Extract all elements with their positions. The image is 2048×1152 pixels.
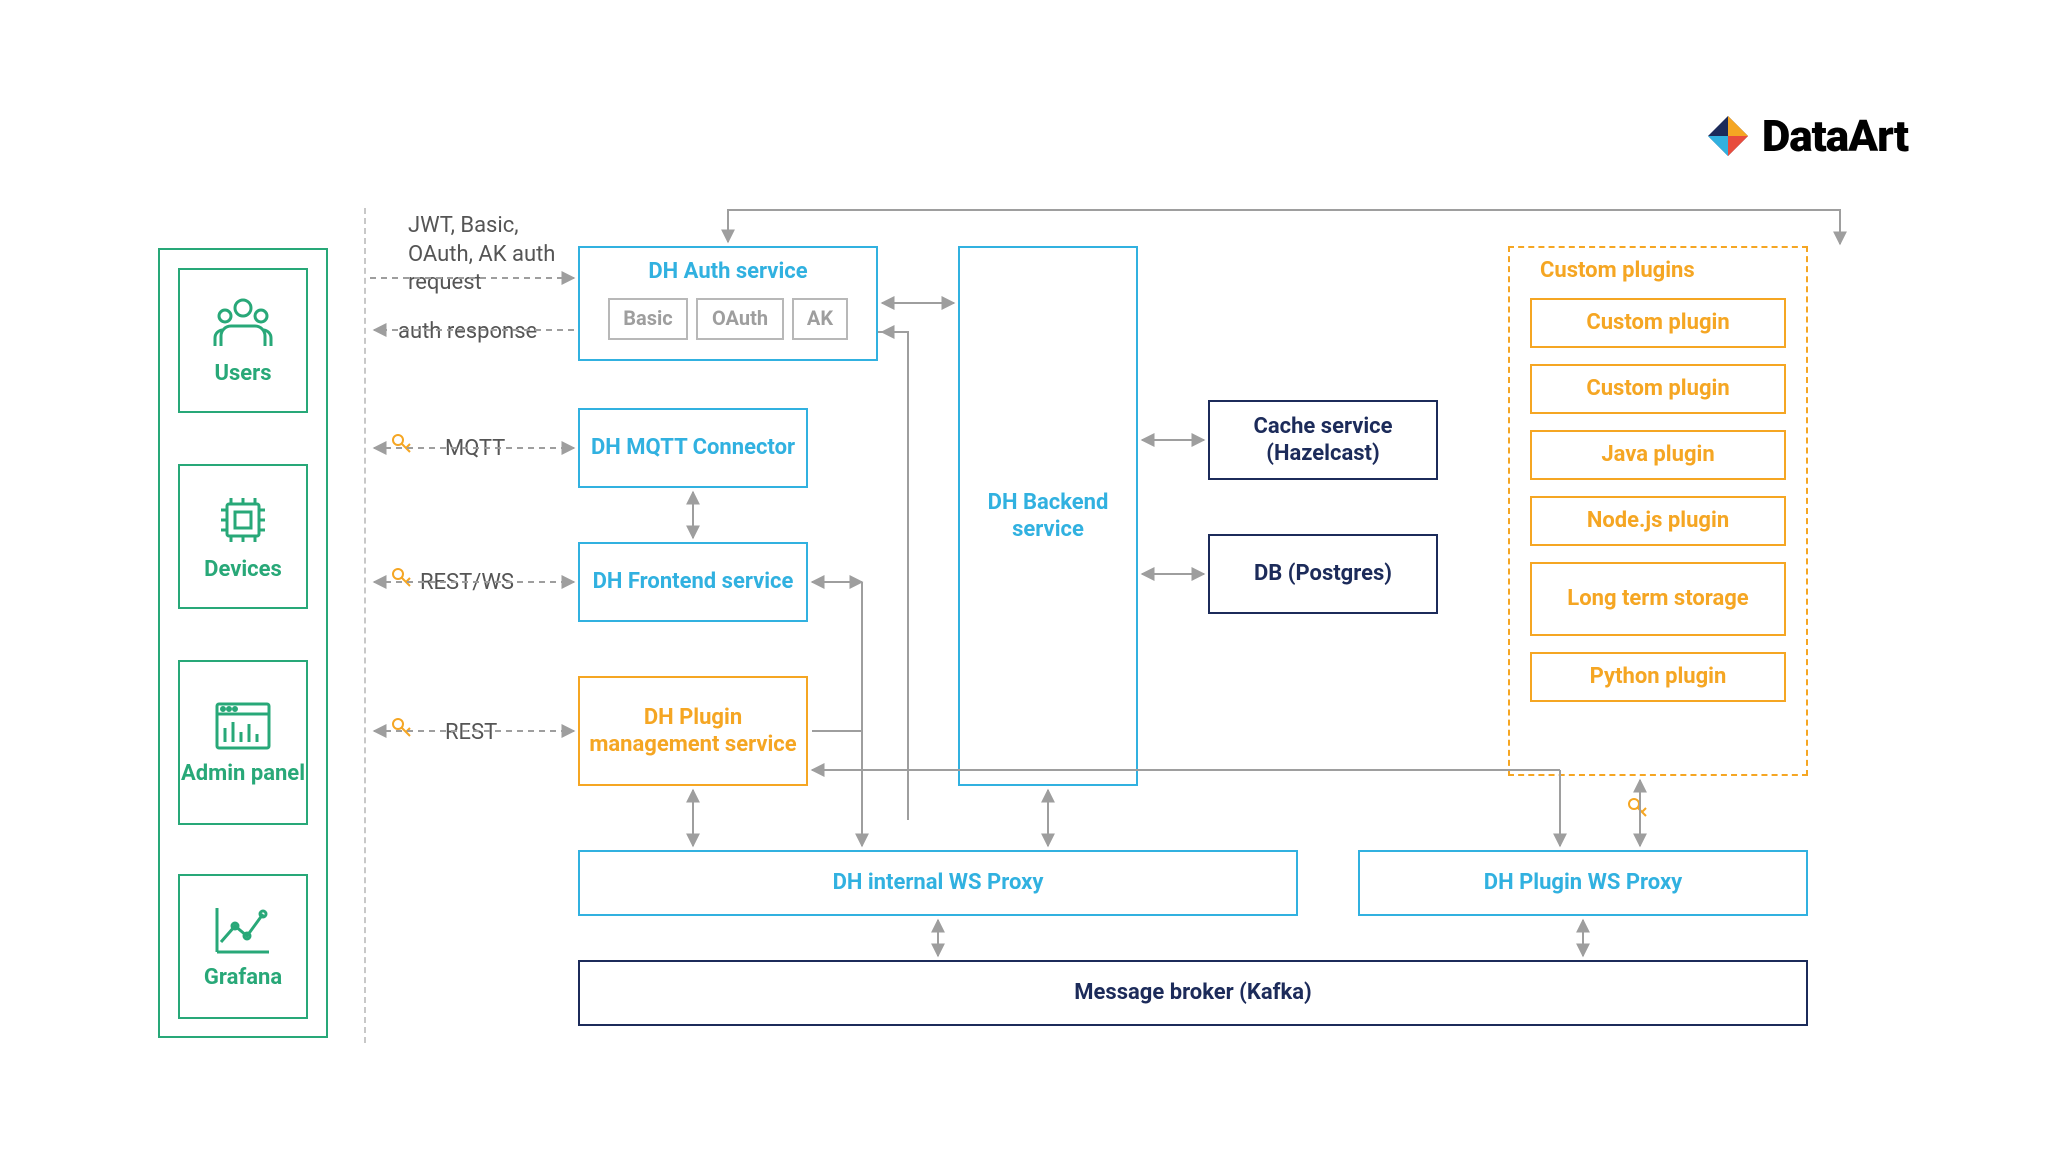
chart-icon: [211, 902, 275, 958]
plugins-title: Custom plugins: [1540, 258, 1695, 283]
auth-request-label: JWT, Basic, OAuth, AK auth request: [408, 212, 578, 298]
auth-method-ak: AK: [792, 298, 848, 340]
kafka-box: Message broker (Kafka): [578, 960, 1808, 1026]
plugin-mgmt-title: DH Plugin management service: [580, 704, 806, 759]
dashboard-icon: [211, 698, 275, 754]
key-icon: [390, 432, 414, 456]
backend-title: DH Backend service: [960, 489, 1136, 544]
logo: DataArt: [1706, 110, 1908, 162]
admin-label: Admin panel: [181, 760, 305, 788]
plugin-5: Python plugin: [1530, 652, 1786, 702]
plugin-mgmt-edge-label: REST: [445, 720, 497, 745]
kafka-title: Message broker (Kafka): [1074, 979, 1311, 1007]
frontend-title: DH Frontend service: [593, 568, 794, 596]
plugin-mgmt-box: DH Plugin management service: [578, 676, 808, 786]
auth-service-box: DH Auth service Basic OAuth AK: [578, 246, 878, 361]
key-icon: [390, 566, 414, 590]
key-icon: [1626, 796, 1650, 820]
users-icon: [211, 294, 275, 354]
users-label: Users: [214, 360, 271, 388]
users-box: Users: [178, 268, 308, 413]
logo-icon: [1706, 114, 1750, 158]
ws-plugin-title: DH Plugin WS Proxy: [1484, 869, 1682, 897]
logo-text: DataArt: [1762, 110, 1908, 162]
auth-response-label: auth response: [398, 319, 537, 344]
db-box: DB (Postgres): [1208, 534, 1438, 614]
db-title: DB (Postgres): [1254, 560, 1392, 588]
plugin-1: Custom plugin: [1530, 364, 1786, 414]
devices-box: Devices: [178, 464, 308, 609]
plugin-0: Custom plugin: [1530, 298, 1786, 348]
key-icon: [390, 716, 414, 740]
cache-box: Cache service (Hazelcast): [1208, 400, 1438, 480]
ws-plugin-box: DH Plugin WS Proxy: [1358, 850, 1808, 916]
grafana-box: Grafana: [178, 874, 308, 1019]
mqtt-edge-label: MQTT: [445, 436, 505, 461]
vertical-divider: [364, 208, 366, 1043]
mqtt-title: DH MQTT Connector: [591, 434, 795, 462]
plugin-3: Node.js plugin: [1530, 496, 1786, 546]
auth-method-oauth: OAuth: [696, 298, 784, 340]
plugin-2: Java plugin: [1530, 430, 1786, 480]
ws-internal-box: DH internal WS Proxy: [578, 850, 1298, 916]
admin-box: Admin panel: [178, 660, 308, 825]
grafana-label: Grafana: [204, 964, 282, 992]
ws-internal-title: DH internal WS Proxy: [833, 869, 1044, 897]
chip-icon: [211, 490, 275, 550]
auth-service-title: DH Auth service: [648, 258, 807, 286]
devices-label: Devices: [204, 556, 282, 584]
frontend-box: DH Frontend service: [578, 542, 808, 622]
backend-box: DH Backend service: [958, 246, 1138, 786]
plugin-4: Long term storage: [1530, 562, 1786, 636]
auth-method-basic: Basic: [608, 298, 688, 340]
frontend-edge-label: REST/WS: [420, 570, 514, 595]
cache-title: Cache service (Hazelcast): [1210, 413, 1436, 468]
mqtt-box: DH MQTT Connector: [578, 408, 808, 488]
